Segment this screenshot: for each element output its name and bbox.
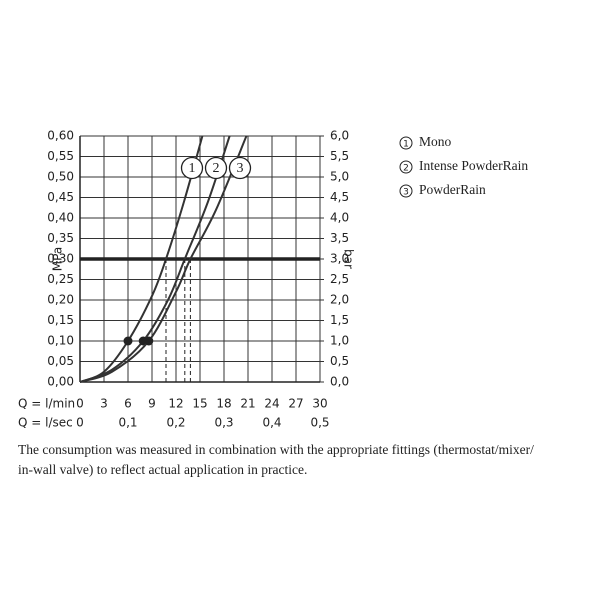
x-tick-label: 21	[240, 397, 255, 411]
y-tick-label: 0,25	[47, 272, 74, 286]
x2-tick-label: 0,2	[166, 416, 185, 430]
legend-badge-label: 2	[403, 164, 409, 174]
x-tick-label: 3	[100, 397, 108, 411]
series-badge	[228, 156, 252, 180]
y-tick-label: 0,60	[47, 129, 74, 143]
x-axis-label: Q = l/min	[18, 397, 75, 411]
curve	[79, 135, 248, 383]
x2-tick-label: 0,1	[118, 416, 137, 430]
legend-badge	[399, 160, 413, 174]
y-tick-label: 0,45	[47, 190, 74, 204]
y-tick-label: 0,15	[47, 313, 74, 327]
note: The consumption was measured in combinat…	[18, 442, 534, 457]
legend-badge-label: 1	[403, 140, 409, 150]
x-tick-label: 15	[192, 397, 207, 411]
point	[144, 336, 154, 346]
y-tick-label: 0,20	[47, 293, 74, 307]
curve	[79, 135, 204, 383]
y2-tick-label: 1,5	[330, 313, 349, 327]
y-tick-label: 0,30	[47, 252, 74, 266]
series-badge	[204, 156, 228, 180]
series-badge-label: 2	[213, 161, 220, 176]
y2-tick-label: 2,0	[330, 293, 349, 307]
legend-label: Intense PowderRain	[419, 158, 528, 173]
legend-label: PowderRain	[419, 182, 486, 197]
x-tick-label: 27	[288, 397, 303, 411]
y-tick-label: 0,40	[47, 211, 74, 225]
y2-tick-label: 4,5	[330, 190, 349, 204]
x2-tick-label: 0,4	[262, 416, 281, 430]
legend-badge	[399, 184, 413, 198]
y2-tick-label: 0,0	[330, 375, 349, 389]
x2-axis-label: Q = l/sec	[18, 416, 73, 430]
y-tick-label: 0,00	[47, 375, 74, 389]
legend-badge	[399, 136, 413, 150]
legend-label: Mono	[419, 134, 452, 149]
y2-tick-label: 2,5	[330, 272, 349, 286]
x2-tick-label: 0,3	[214, 416, 233, 430]
point	[123, 336, 133, 346]
x-tick-label: 30	[312, 397, 327, 411]
x-tick-label: 9	[148, 397, 156, 411]
x-tick-label: 24	[264, 397, 279, 411]
y-tick-label: 0,55	[47, 149, 74, 163]
x2-tick-label: 0	[76, 416, 84, 430]
curve	[79, 135, 231, 383]
y2-tick-label: 0,5	[330, 354, 349, 368]
y-axis-label: MPa	[51, 247, 65, 271]
y2-tick-label: 5,0	[330, 170, 349, 184]
y2-tick-label: 3,0	[330, 252, 349, 266]
y-tick-label: 0,35	[47, 231, 74, 245]
legend-badge-label: 3	[403, 188, 409, 198]
y2-tick-label: 3,5	[330, 231, 349, 245]
y2-tick-label: 6,0	[330, 129, 349, 143]
y2-tick-label: 5,5	[330, 149, 349, 163]
y-tick-label: 0,05	[47, 354, 74, 368]
series-badge-label: 1	[189, 161, 196, 176]
x-tick-label: 6	[124, 397, 132, 411]
x-tick-label: 12	[168, 397, 183, 411]
y2-tick-label: 1,0	[330, 334, 349, 348]
y2-tick-label: 4,0	[330, 211, 349, 225]
x2-tick-label: 0,5	[310, 416, 329, 430]
x-tick-label: 0	[76, 397, 84, 411]
x-tick-label: 18	[216, 397, 231, 411]
y-tick-label: 0,50	[47, 170, 74, 184]
note: in-wall valve) to reflect actual applica…	[18, 462, 307, 477]
series-badge-label: 3	[237, 161, 244, 176]
y-tick-label: 0,10	[47, 334, 74, 348]
series-badge	[180, 156, 204, 180]
y2-axis-label: bar	[342, 249, 356, 269]
